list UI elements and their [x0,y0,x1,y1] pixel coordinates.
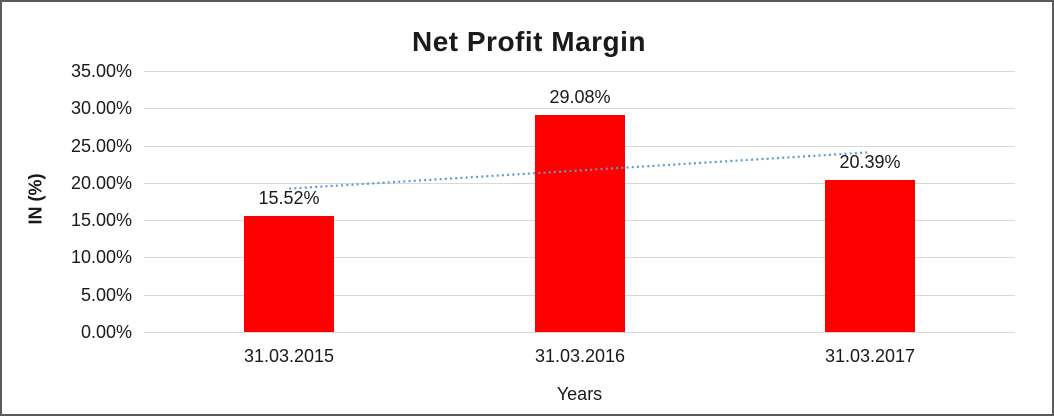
gridline [144,108,1015,109]
y-axis-tick-label: 20.00% [70,173,132,193]
gridline [144,332,1015,333]
y-axis-tick-label: 30.00% [70,98,132,118]
data-label: 15.52% [258,188,320,208]
y-axis-tick-label: 5.00% [80,285,132,305]
y-axis-tick-label: 10.00% [70,247,132,267]
x-axis-title: Years [556,384,603,404]
chart-title: Net Profit Margin [411,26,647,57]
x-axis-tick-label: 31.03.2017 [824,346,916,366]
gridline [144,71,1015,72]
y-axis-tick-label: 35.00% [70,61,132,81]
y-axis-tick-label: 15.00% [70,210,132,230]
data-label: 20.39% [839,152,901,172]
x-axis-tick-label: 31.03.2016 [534,346,626,366]
y-axis-tick-label: 25.00% [70,136,132,156]
y-axis-tick-label: 0.00% [80,322,132,342]
bar-31.03.2015 [244,216,334,332]
data-label: 29.08% [549,87,611,107]
bar-31.03.2016 [535,115,625,332]
bar-31.03.2017 [825,180,915,332]
x-axis-tick-label: 31.03.2015 [243,346,335,366]
